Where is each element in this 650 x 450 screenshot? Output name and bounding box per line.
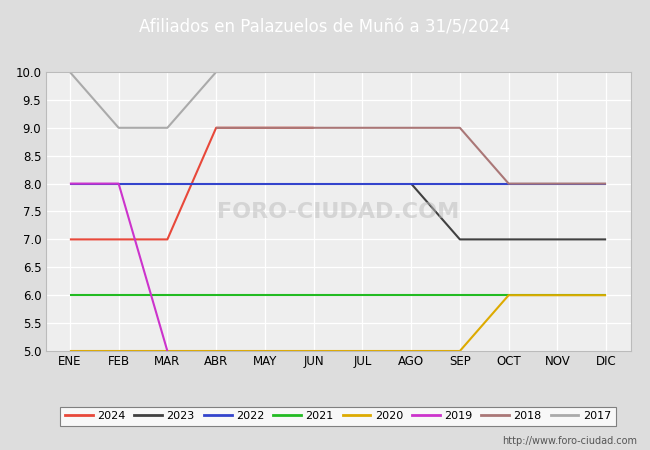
Text: FORO-CIUDAD.COM: FORO-CIUDAD.COM <box>217 202 459 221</box>
Text: http://www.foro-ciudad.com: http://www.foro-ciudad.com <box>502 436 637 446</box>
Text: Afiliados en Palazuelos de Muñó a 31/5/2024: Afiliados en Palazuelos de Muñó a 31/5/2… <box>140 18 510 36</box>
Legend: 2024, 2023, 2022, 2021, 2020, 2019, 2018, 2017: 2024, 2023, 2022, 2021, 2020, 2019, 2018… <box>60 407 616 426</box>
